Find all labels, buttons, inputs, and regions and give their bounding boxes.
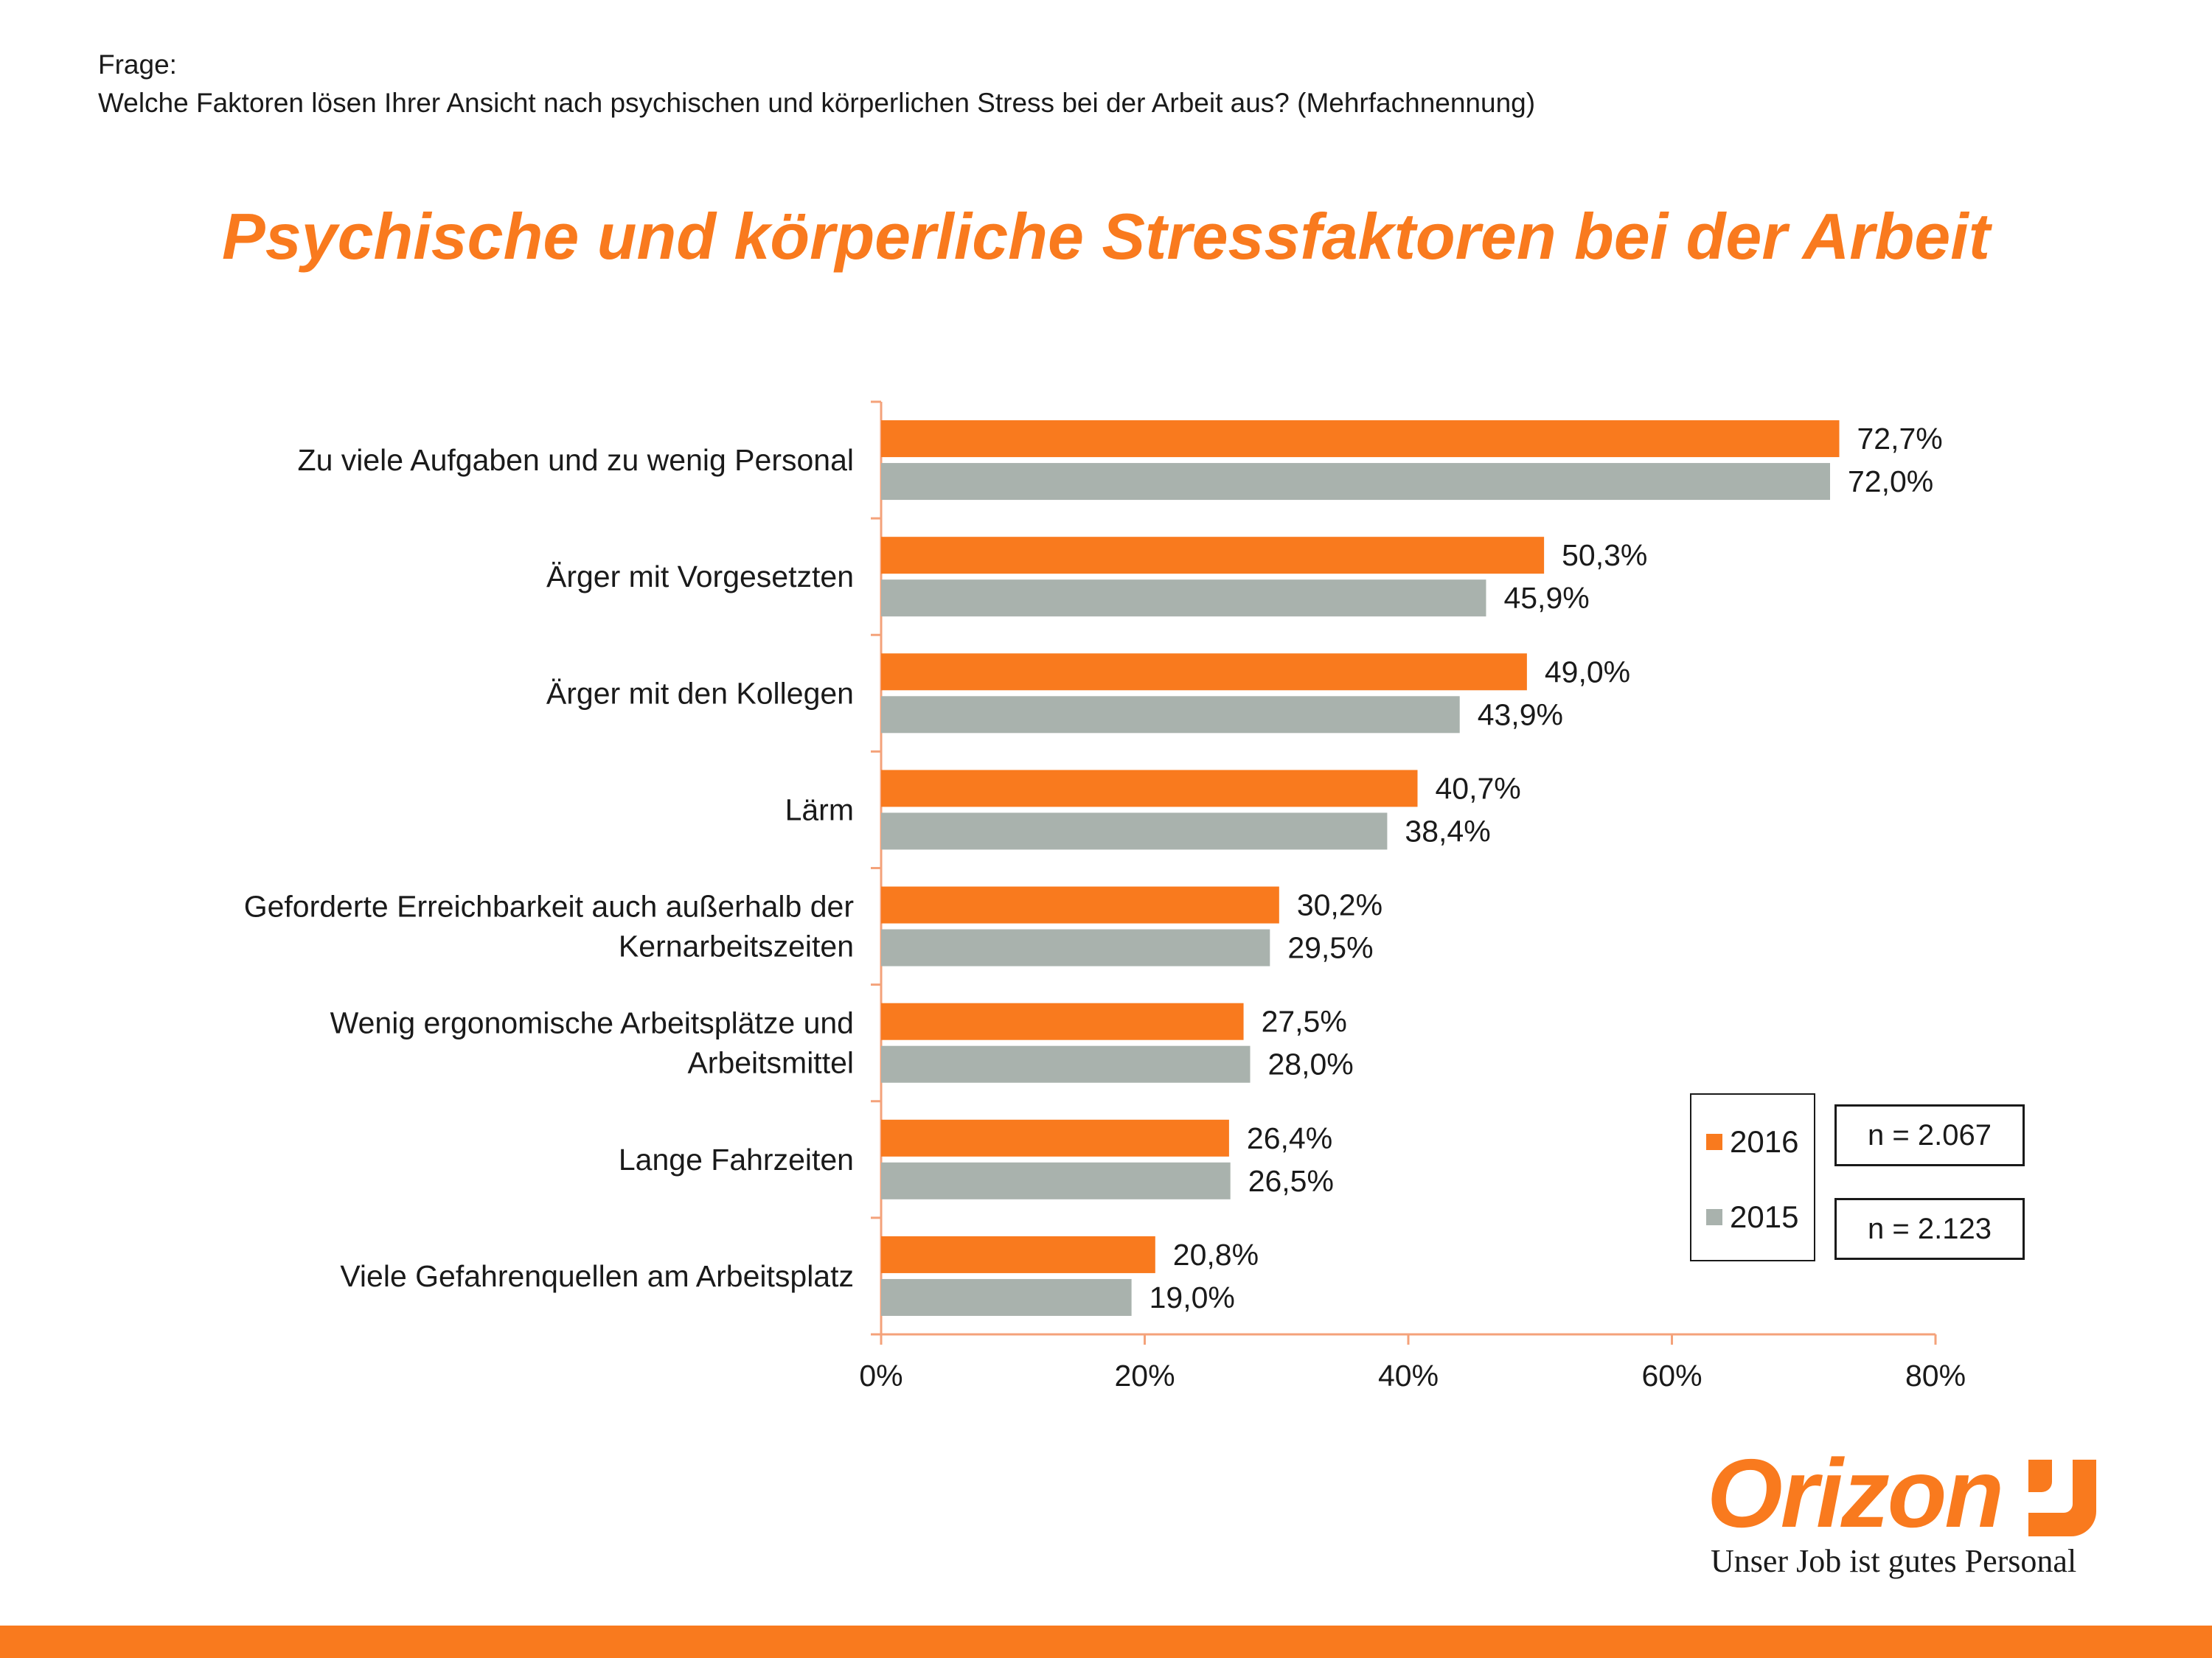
bar-2015 — [881, 1162, 1231, 1199]
question-label: Frage: — [98, 49, 177, 80]
data-label-2015: 26,5% — [1248, 1164, 1334, 1198]
data-label-2016: 72,7% — [1857, 422, 1943, 456]
bar-2016 — [881, 1236, 1155, 1273]
bar-2016 — [881, 770, 1418, 807]
category-label: Geforderte Erreichbarkeit auch außerhalb… — [244, 890, 854, 924]
x-tick-label: 40% — [1378, 1359, 1439, 1393]
orizon-mark-icon — [2028, 1460, 2096, 1536]
category-label: Lange Fahrzeiten — [619, 1143, 854, 1177]
bar-2016 — [881, 653, 1527, 691]
bar-2015 — [881, 1045, 1251, 1083]
bar-2016 — [881, 886, 1279, 924]
data-label-2016: 27,5% — [1262, 1005, 1347, 1039]
legend-swatch-2015 — [1706, 1209, 1722, 1225]
bar-2016 — [881, 420, 1840, 458]
bar-2015 — [881, 929, 1270, 966]
question-text: Welche Faktoren lösen Ihrer Ansicht nach… — [98, 88, 1536, 118]
logo-wordmark: Orizon — [1707, 1439, 2004, 1547]
sample-size-2016: n = 2.067 — [1834, 1104, 2025, 1166]
data-label-2016: 49,0% — [1545, 655, 1630, 689]
category-label: Wenig ergonomische Arbeitsplätze und — [330, 1006, 854, 1040]
legend-item-2016: 2016 — [1706, 1124, 1798, 1160]
data-label-2015: 29,5% — [1287, 931, 1373, 965]
bar-2015 — [881, 1278, 1132, 1316]
bar-2016 — [881, 1003, 1244, 1040]
x-tick-label: 0% — [859, 1359, 902, 1393]
bar-2015 — [881, 812, 1388, 850]
bar-2015 — [881, 463, 1830, 501]
legend-item-2015: 2015 — [1706, 1199, 1798, 1235]
legend-swatch-2016 — [1706, 1134, 1722, 1150]
category-label: Ärger mit Vorgesetzten — [546, 560, 854, 593]
category-label: Zu viele Aufgaben und zu wenig Personal — [298, 443, 854, 477]
data-label-2016: 50,3% — [1562, 538, 1647, 572]
question-block: Frage: Welche Faktoren lösen Ihrer Ansic… — [98, 46, 1535, 122]
data-label-2015: 28,0% — [1268, 1048, 1354, 1081]
bar-2016 — [881, 537, 1545, 574]
data-label-2016: 26,4% — [1247, 1121, 1332, 1155]
category-label: Kernarbeitszeiten — [619, 930, 854, 964]
data-label-2016: 20,8% — [1173, 1238, 1259, 1272]
category-label: Viele Gefahrenquellen am Arbeitsplatz — [340, 1259, 854, 1293]
category-label: Lärm — [785, 793, 854, 826]
data-label-2015: 45,9% — [1503, 581, 1589, 615]
data-label-2016: 40,7% — [1436, 771, 1521, 805]
bar-2015 — [881, 579, 1486, 617]
chart-legend: 2016 2015 — [1690, 1093, 1815, 1261]
data-label-2015: 38,4% — [1405, 814, 1490, 848]
legend-label-2015: 2015 — [1730, 1199, 1799, 1234]
chart-title: Psychische und körperliche Stressfaktore… — [222, 200, 1990, 273]
data-label-2015: 43,9% — [1478, 697, 1563, 731]
category-label: Arbeitsmittel — [687, 1046, 854, 1080]
category-label: Ärger mit den Kollegen — [546, 676, 854, 710]
x-tick-label: 60% — [1641, 1359, 1702, 1393]
footer-bar — [0, 1626, 2212, 1658]
sample-size-2015: n = 2.123 — [1834, 1198, 2025, 1260]
bar-2015 — [881, 696, 1460, 734]
data-label-2015: 19,0% — [1150, 1281, 1235, 1314]
legend-label-2016: 2016 — [1730, 1124, 1799, 1159]
x-tick-label: 80% — [1905, 1359, 1966, 1393]
bar-2016 — [881, 1119, 1229, 1157]
orizon-logo: Orizon — [1707, 1439, 2096, 1547]
x-tick-label: 20% — [1114, 1359, 1175, 1393]
data-label-2015: 72,0% — [1848, 464, 1933, 498]
data-label-2016: 30,2% — [1297, 888, 1382, 922]
logo-tagline: Unser Job ist gutes Personal — [1711, 1543, 2077, 1579]
